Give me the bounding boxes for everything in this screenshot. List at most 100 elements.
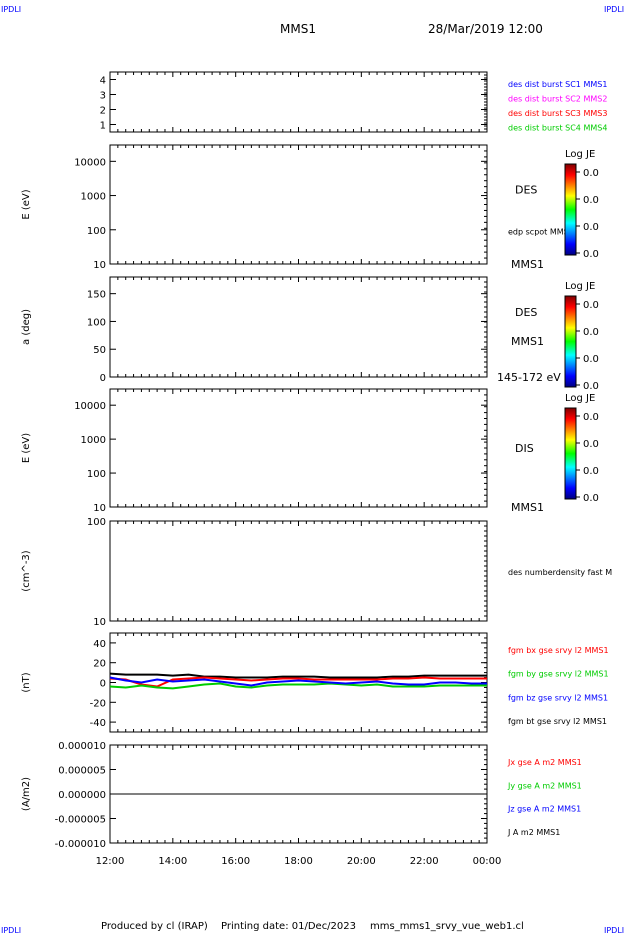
bottom-label-des-pitch: 145-172 eV [497, 371, 561, 384]
sub-label-des-pitch: MMS1 [511, 335, 544, 348]
colorbar [564, 163, 577, 256]
colorbar-tick-label: 0.0 [583, 222, 599, 233]
colorbar-tick-label: 0.0 [583, 493, 599, 504]
y-tick-label: 0.000010 [58, 741, 106, 752]
legend-entry: Jy gse A m2 MMS1 [507, 781, 582, 790]
y-axis-label-current-density: (A/m2) [21, 777, 32, 811]
y-tick-label: 10000 [74, 401, 106, 412]
y-tick-label: 0.000005 [58, 766, 106, 777]
y-tick-label: 10 [93, 617, 106, 628]
colorbar [564, 407, 577, 500]
x-tick-label: 20:00 [347, 856, 376, 867]
colorbar-tick-label: 0.0 [583, 327, 599, 338]
colorbar-title: Log JE [565, 393, 595, 404]
logo-left-top: IPDLI [1, 5, 21, 14]
y-tick-label: -20 [90, 698, 106, 709]
logo-right-top: IPDLI [604, 5, 624, 14]
side-label-dis-energy: DIS [515, 442, 534, 455]
footer-printing-date: Printing date: 01/Dec/2023 [221, 921, 356, 932]
panel-frame-density [109, 520, 488, 622]
colorbar [564, 295, 577, 388]
y-tick-label: 1 [100, 121, 106, 132]
logo-left-bottom: IPDLI [1, 926, 21, 934]
series-line [109, 682, 487, 690]
y-tick-label: 40 [93, 639, 106, 650]
colorbar-tick-label: 0.0 [583, 168, 599, 179]
panel-frame-des-pitch [109, 276, 488, 378]
legend-entry: des numberdensity fast M [508, 568, 612, 577]
legend-entry: J A m2 MMS1 [507, 828, 560, 837]
colorbar-tick-label: 0.0 [583, 195, 599, 206]
y-tick-label: -0.000010 [55, 839, 106, 850]
y-axis-label-des-energy: E (eV) [21, 189, 32, 219]
y-tick-label: 50 [93, 345, 106, 356]
y-tick-label: 0.000000 [58, 790, 106, 801]
legend-entry: fgm bt gse srvy l2 MMS1 [508, 717, 607, 726]
x-tick-label: 22:00 [410, 856, 439, 867]
y-tick-label: 1000 [81, 435, 106, 446]
y-tick-label: 20 [93, 659, 106, 670]
bottom-label-des-energy: MMS1 [511, 258, 544, 271]
colorbar-tick-label: 0.0 [583, 439, 599, 450]
series-line [109, 672, 487, 679]
spacecraft-title: MMS1 [280, 22, 316, 36]
y-tick-label: 0 [100, 679, 106, 690]
y-axis-label-des-pitch: a (deg) [21, 309, 32, 345]
panel-frame-des-energy [109, 144, 488, 265]
legend-entry: des dist burst SC3 MMS3 [508, 109, 607, 118]
y-tick-label: 2 [100, 106, 106, 117]
panel-frame-dis-energy [109, 388, 488, 508]
y-tick-label: -40 [90, 718, 106, 729]
y-tick-label: -0.000005 [55, 815, 106, 826]
legend-entry: des dist burst SC4 MMS4 [508, 124, 607, 133]
y-axis-label-magnetic-field: (nT) [21, 672, 32, 692]
y-axis-label-density: (cm^-3) [21, 550, 32, 591]
colorbar-tick-label: 0.0 [583, 249, 599, 260]
y-tick-label: 4 [100, 76, 106, 87]
y-tick-label: 3 [100, 91, 106, 102]
side-label-des-pitch: DES [515, 306, 537, 319]
sub-label-des-energy: edp scpot MMS1 [508, 228, 574, 237]
x-tick-label: 18:00 [284, 856, 313, 867]
panels: 4 3 2 1 des dist burst SC1 MMS1 des dist burs… [21, 71, 612, 867]
x-tick-label: 00:00 [473, 856, 502, 867]
y-tick-label: 100 [87, 226, 106, 237]
y-tick-label: 150 [87, 290, 106, 301]
colorbar-title: Log JE [565, 149, 595, 160]
legend-entry: Jx gse A m2 MMS1 [507, 758, 582, 767]
legend-entry: fgm by gse srvy l2 MMS1 [508, 670, 609, 679]
datetime-title: 28/Mar/2019 12:00 [428, 22, 543, 36]
footer-produced-by: Produced by cl (IRAP) [101, 921, 208, 932]
panel-frame-burst-flags [109, 71, 488, 133]
colorbar-tick-label: 0.0 [583, 466, 599, 477]
colorbar-tick-label: 0.0 [583, 354, 599, 365]
legend-entry: fgm bx gse srvy l2 MMS1 [508, 646, 609, 655]
y-tick-label: 100 [87, 517, 106, 528]
y-tick-label: 0 [100, 373, 106, 384]
y-tick-label: 100 [87, 317, 106, 328]
x-tick-label: 16:00 [221, 856, 250, 867]
colorbar-tick-label: 0.0 [583, 381, 599, 392]
bottom-label-dis-energy: MMS1 [511, 501, 544, 514]
y-tick-label: 1000 [81, 192, 106, 203]
y-tick-label: 10 [93, 503, 106, 514]
series-line [109, 676, 487, 688]
x-tick-label: 12:00 [96, 856, 125, 867]
legend-entry: des dist burst SC2 MMS2 [508, 95, 607, 104]
y-tick-label: 10 [93, 260, 106, 271]
legend-entry: Jz gse A m2 MMS1 [507, 805, 581, 814]
legend-entry: fgm bz gse srvy l2 MMS1 [508, 693, 608, 702]
footer-filename: mms_mms1_srvy_vue_web1.cl [370, 921, 524, 932]
y-axis-label-dis-energy: E (eV) [21, 433, 32, 463]
y-tick-label: 100 [87, 469, 106, 480]
logo-right-bottom: IPDLI [604, 926, 624, 934]
side-label-des-energy: DES [515, 184, 537, 197]
series-line [109, 676, 487, 687]
y-tick-label: 10000 [74, 157, 106, 168]
colorbar-title: Log JE [565, 281, 595, 292]
legend-entry: des dist burst SC1 MMS1 [508, 80, 607, 89]
colorbar-tick-label: 0.0 [583, 300, 599, 311]
colorbar-tick-label: 0.0 [583, 412, 599, 423]
x-tick-label: 14:00 [158, 856, 187, 867]
